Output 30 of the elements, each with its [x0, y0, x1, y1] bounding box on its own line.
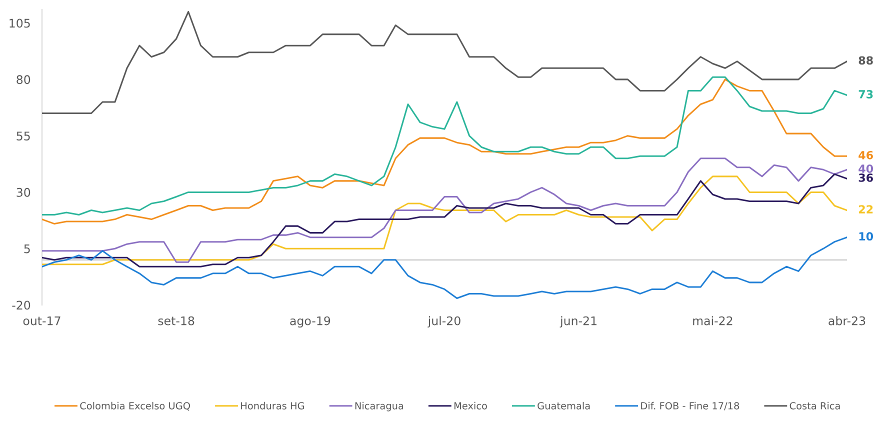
legend-label: Guatemala [538, 402, 590, 410]
legend-label: Dif. FOB - Fine 17/18 [641, 402, 740, 410]
line-series [42, 158, 847, 263]
data-label: 46 [858, 150, 873, 160]
legend-label: Nicaragua [355, 402, 404, 412]
data-label: 36 [858, 174, 873, 182]
x-tick-label: set-18 [158, 316, 194, 326]
x-tick-label: jul-20 [428, 316, 460, 328]
legend-label: Mexico [454, 402, 487, 410]
data-label: 40 [858, 164, 874, 173]
line-series [42, 10, 847, 114]
data-label: 22 [858, 205, 873, 214]
legend-label: Colombia Excelso UGQ [80, 402, 190, 411]
line-series [42, 236, 847, 299]
y-tick-label: 55 [16, 132, 30, 140]
y-tick-label: -20 [12, 300, 30, 310]
x-tick-label: mai-22 [693, 316, 732, 326]
data-label: 73 [858, 90, 873, 98]
y-tick-label: 80 [16, 75, 30, 84]
y-tick-label: 30 [16, 188, 30, 197]
x-tick-label: jun-21 [560, 316, 596, 328]
x-tick-label: ago-19 [290, 316, 330, 328]
x-tick-label: out-17 [23, 316, 60, 326]
legend-label: Honduras HG [241, 402, 304, 410]
y-tick-label: 5 [24, 244, 30, 254]
data-label: 88 [858, 56, 873, 65]
x-tick-label: abr-23 [828, 316, 866, 326]
legend-label: Costa Rica [790, 402, 840, 410]
y-tick-label: 105 [10, 18, 30, 28]
data-label: 10 [859, 232, 874, 241]
